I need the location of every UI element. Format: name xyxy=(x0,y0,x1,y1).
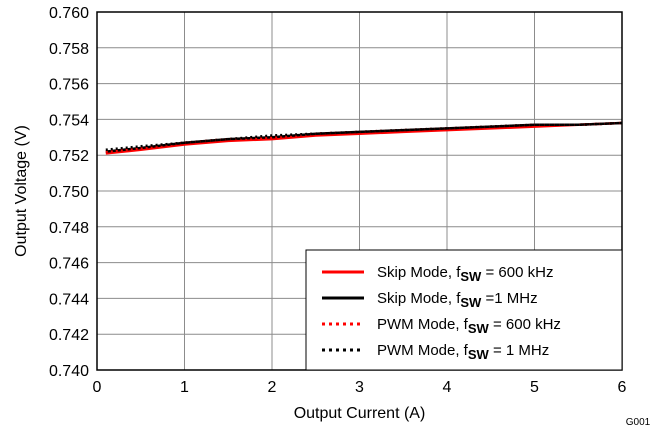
y-tick-label: 0.750 xyxy=(49,184,89,201)
legend-label-3: PWM Mode, fSW = 600 kHz xyxy=(377,316,561,336)
figure-id: G001 xyxy=(626,417,651,428)
y-tick-label: 0.748 xyxy=(49,220,89,237)
series-lines xyxy=(105,121,623,155)
legend: Skip Mode, fSW = 600 kHz Skip Mode, fSW =… xyxy=(305,249,623,371)
y-tick-label: 0.758 xyxy=(49,41,89,58)
y-tick-label: 0.756 xyxy=(49,77,89,94)
x-tick-label: 4 xyxy=(443,379,452,396)
legend-label-2: Skip Mode, fSW =1 MHz xyxy=(377,290,538,310)
series-line-1 xyxy=(105,121,623,155)
x-tick-label: 1 xyxy=(180,379,189,396)
legend-label-1: Skip Mode, fSW = 600 kHz xyxy=(377,264,553,284)
y-axis-ticks: 0.740 0.742 0.744 0.746 0.748 0.750 0.752 0.754… xyxy=(49,5,89,380)
y-tick-label: 0.754 xyxy=(49,112,89,129)
x-tick-label: 2 xyxy=(268,379,277,396)
y-tick-label: 0.752 xyxy=(49,148,89,165)
x-tick-label: 5 xyxy=(530,379,539,396)
y-tick-label: 0.760 xyxy=(49,5,89,22)
x-tick-label: 6 xyxy=(618,379,627,396)
y-tick-label: 0.744 xyxy=(49,291,89,308)
y-tick-label: 0.746 xyxy=(49,256,89,273)
x-axis-title: Output Current (A) xyxy=(294,405,426,422)
y-tick-label: 0.742 xyxy=(49,327,89,344)
x-tick-label: 0 xyxy=(93,379,102,396)
x-axis-ticks: 0 1 2 3 4 5 6 xyxy=(93,379,627,396)
y-tick-label: 0.740 xyxy=(49,363,89,380)
y-axis-title: Output Voltage (V) xyxy=(13,125,30,257)
x-tick-label: 3 xyxy=(355,379,364,396)
series-line-2 xyxy=(105,121,623,153)
legend-label-4: PWM Mode, fSW = 1 MHz xyxy=(377,342,549,362)
